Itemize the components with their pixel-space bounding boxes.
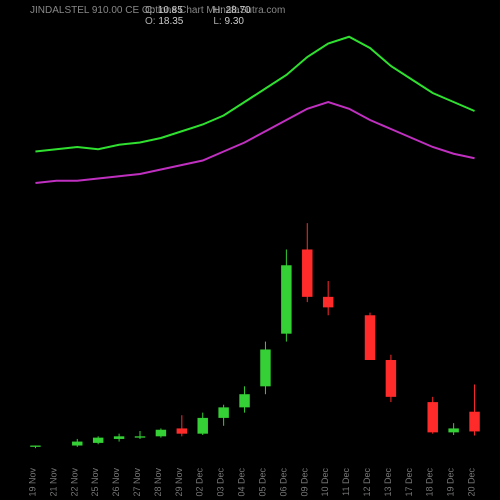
svg-text:27 Nov: 27 Nov (132, 468, 142, 497)
svg-text:03 Dec: 03 Dec (216, 468, 226, 497)
svg-text:17 Dec: 17 Dec (404, 468, 414, 497)
svg-text:12 Dec: 12 Dec (362, 468, 372, 497)
svg-text:19 Dec: 19 Dec (446, 468, 456, 497)
svg-text:20 Dec: 20 Dec (467, 468, 477, 497)
svg-text:25 Nov: 25 Nov (90, 468, 100, 497)
svg-text:05 Dec: 05 Dec (257, 468, 267, 497)
svg-text:11 Dec: 11 Dec (341, 468, 351, 496)
svg-text:10 Dec: 10 Dec (320, 468, 330, 497)
svg-text:29 Nov: 29 Nov (174, 468, 184, 497)
svg-text:26 Nov: 26 Nov (111, 468, 121, 497)
svg-text:04 Dec: 04 Dec (237, 468, 247, 497)
svg-text:13 Dec: 13 Dec (383, 468, 393, 497)
svg-text:09 Dec: 09 Dec (299, 468, 309, 497)
svg-text:21 Nov: 21 Nov (48, 468, 58, 497)
svg-text:18 Dec: 18 Dec (425, 468, 435, 497)
svg-text:22 Nov: 22 Nov (69, 468, 79, 497)
svg-text:02 Dec: 02 Dec (195, 468, 205, 497)
svg-text:06 Dec: 06 Dec (278, 468, 288, 497)
chart-svg: 19 Nov 21 Nov 22 Nov 25 Nov 26 Nov 27 Nov 28 N… (0, 0, 500, 500)
chart-container: JINDALSTEL 910.00 CE Options Chart Munaf… (0, 0, 500, 500)
svg-text:19 Nov: 19 Nov (27, 468, 37, 497)
svg-text:28 Nov: 28 Nov (153, 468, 163, 497)
